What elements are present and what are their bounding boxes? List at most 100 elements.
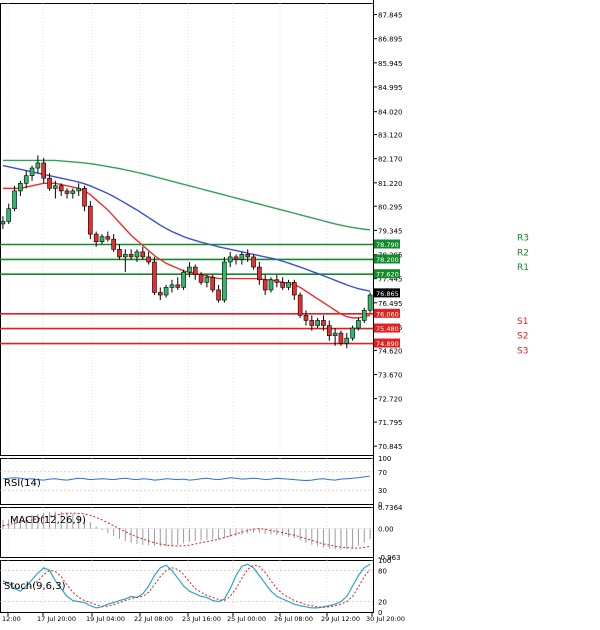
candle — [309, 315, 315, 331]
macd-tick-label: 0.00 — [378, 526, 394, 534]
level-tag-r2 — [374, 254, 400, 264]
price-tick-label: 85.945 — [378, 60, 403, 68]
current-price-tag — [374, 288, 400, 298]
candle — [12, 185, 17, 212]
candle-body-up — [332, 332, 338, 336]
price-tick-label: 74.620 — [378, 347, 403, 355]
candle — [251, 254, 256, 270]
ma-line-green-ma — [2, 159, 371, 231]
candle — [367, 292, 373, 313]
price-tick-label: 84.020 — [378, 109, 403, 117]
candle-body-down — [216, 289, 221, 301]
stoch-label: Stoch(9,6,3) — [4, 581, 66, 592]
candle — [356, 317, 361, 331]
candle-body-down — [93, 233, 99, 242]
level-tag-s1 — [374, 308, 400, 318]
candle-body-up — [35, 162, 41, 169]
candle-body-down — [309, 320, 315, 326]
candle-body-up — [268, 279, 274, 291]
price-tick-label: 77.445 — [378, 276, 403, 284]
candle-body-down — [47, 177, 52, 189]
candle-body-down — [292, 282, 297, 296]
candle-body-down — [233, 256, 239, 260]
candle-body-down — [198, 274, 204, 283]
candle — [227, 251, 233, 268]
candle-body-up — [23, 175, 29, 184]
candle — [41, 157, 47, 184]
candle-body-down — [262, 279, 268, 291]
macd-label: MACD(12,26,9) — [10, 515, 86, 526]
candle — [326, 320, 332, 341]
stoch-k-line — [2, 563, 371, 609]
candle — [53, 180, 58, 199]
x-tick-label: 22 Jul 08:00 — [134, 615, 173, 623]
candle — [169, 279, 175, 293]
candle — [111, 234, 116, 252]
rsi-tick-label: 100 — [378, 455, 391, 463]
candle — [47, 173, 52, 191]
candle — [152, 256, 157, 296]
candle — [303, 310, 309, 326]
candle — [58, 183, 64, 196]
candle-body-down — [245, 254, 250, 258]
level-tag-s3 — [374, 338, 400, 348]
x-tick-label: 30 Jul 20:00 — [366, 615, 405, 623]
candle-body-down — [146, 256, 151, 263]
candle-body-down — [303, 315, 309, 321]
candle — [117, 244, 122, 260]
candle-body-down — [175, 284, 181, 288]
candle-body-up — [99, 236, 105, 242]
candle — [268, 277, 274, 293]
stoch-tick-label: 20 — [378, 599, 387, 607]
level-label-s1: S1 — [517, 317, 528, 327]
candle — [239, 251, 245, 265]
candle — [64, 188, 70, 199]
level-tag-r1 — [374, 269, 400, 279]
price-tick-label: 71.795 — [378, 419, 403, 427]
candle-body-down — [117, 249, 122, 258]
candle — [157, 287, 163, 301]
candle — [216, 284, 221, 303]
candle — [344, 333, 350, 349]
candle-body-up — [367, 294, 373, 311]
x-tick-label: 29 Jul 12:00 — [321, 615, 360, 623]
level-label-r2: R2 — [517, 248, 529, 258]
candle — [140, 246, 146, 260]
rsi-tick-label: 70 — [378, 469, 387, 477]
level-tag-r3 — [374, 239, 400, 249]
candle — [192, 264, 198, 280]
rsi-line — [2, 475, 371, 482]
candle-body-up — [350, 327, 355, 339]
macd-signal-line — [2, 512, 371, 549]
panel-frame — [0, 458, 374, 505]
candle-body-down — [257, 266, 262, 281]
candle — [222, 256, 227, 303]
stoch-d-line — [2, 564, 371, 608]
x-tick-label: 19 Jul 04:00 — [86, 615, 125, 623]
candle-body-up — [344, 337, 350, 344]
level-label-s3: S3 — [517, 347, 528, 357]
candle-body-up — [70, 190, 76, 194]
price-tick-label: 84.995 — [378, 84, 403, 92]
candle-body-down — [64, 190, 70, 194]
ma-line-blue-ma — [2, 164, 371, 292]
level-tag-s2 — [374, 323, 400, 333]
candle-body-up — [18, 182, 23, 192]
candle — [0, 216, 6, 229]
x-tick-label: 23 Jul 16:00 — [182, 615, 221, 623]
candle — [187, 262, 192, 278]
candle-body-up — [12, 190, 17, 209]
candle-body-down — [280, 282, 285, 288]
candle-body-up — [134, 251, 140, 258]
candle-body-up — [181, 271, 186, 288]
price-tick-label: 82.170 — [378, 156, 403, 164]
candle-body-up — [53, 185, 58, 189]
level-label-s2: S2 — [517, 332, 528, 342]
level-label-r3: R3 — [517, 233, 529, 243]
candle-body-up — [29, 167, 35, 176]
candle-body-down — [192, 266, 198, 276]
x-tick-label: 17 Jul 20:00 — [37, 615, 76, 623]
level-tag-text: 76.060 — [376, 310, 399, 318]
stoch-tick-label: 80 — [378, 567, 387, 575]
